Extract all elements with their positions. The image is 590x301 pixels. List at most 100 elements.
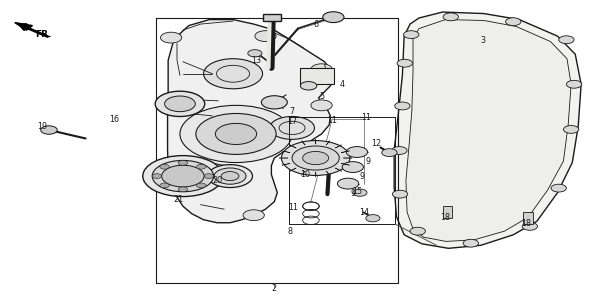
Circle shape bbox=[404, 31, 419, 39]
Polygon shape bbox=[341, 151, 349, 153]
Polygon shape bbox=[168, 20, 333, 223]
Polygon shape bbox=[301, 141, 305, 145]
Circle shape bbox=[337, 178, 359, 189]
Circle shape bbox=[311, 100, 332, 111]
Circle shape bbox=[303, 151, 329, 165]
Bar bbox=[300, 68, 334, 84]
Polygon shape bbox=[335, 168, 342, 171]
Polygon shape bbox=[301, 171, 305, 175]
Polygon shape bbox=[335, 145, 342, 148]
Text: 11: 11 bbox=[289, 203, 298, 212]
Text: 9: 9 bbox=[350, 189, 355, 198]
Circle shape bbox=[397, 59, 412, 67]
Bar bbox=[263, 14, 281, 21]
Circle shape bbox=[178, 160, 188, 165]
Circle shape bbox=[160, 32, 182, 43]
Circle shape bbox=[196, 113, 276, 154]
Text: 9: 9 bbox=[366, 157, 371, 166]
Text: 6: 6 bbox=[314, 20, 319, 29]
Text: 8: 8 bbox=[288, 227, 293, 236]
Circle shape bbox=[160, 183, 169, 188]
Text: 19: 19 bbox=[37, 122, 48, 131]
Polygon shape bbox=[290, 145, 296, 148]
Circle shape bbox=[261, 96, 287, 109]
Circle shape bbox=[292, 146, 339, 170]
Circle shape bbox=[155, 91, 205, 116]
Text: 7: 7 bbox=[290, 107, 294, 116]
Polygon shape bbox=[394, 12, 581, 248]
Text: 5: 5 bbox=[319, 92, 324, 101]
Text: 13: 13 bbox=[252, 56, 261, 65]
Circle shape bbox=[204, 174, 214, 178]
Circle shape bbox=[392, 190, 408, 198]
Circle shape bbox=[559, 36, 574, 44]
Circle shape bbox=[41, 126, 57, 134]
Text: 10: 10 bbox=[301, 170, 310, 179]
Circle shape bbox=[162, 165, 204, 187]
Text: 18: 18 bbox=[522, 219, 531, 228]
Circle shape bbox=[255, 31, 276, 42]
Polygon shape bbox=[326, 141, 330, 145]
Circle shape bbox=[196, 164, 206, 169]
Circle shape bbox=[178, 187, 188, 192]
Polygon shape bbox=[282, 151, 290, 153]
Text: 14: 14 bbox=[360, 208, 369, 217]
Circle shape bbox=[410, 227, 425, 235]
Circle shape bbox=[215, 123, 257, 144]
Text: 11: 11 bbox=[327, 116, 337, 125]
Circle shape bbox=[248, 50, 262, 57]
Circle shape bbox=[152, 160, 214, 192]
Circle shape bbox=[160, 164, 169, 169]
Circle shape bbox=[165, 96, 195, 112]
Circle shape bbox=[243, 210, 264, 221]
Text: 16: 16 bbox=[110, 115, 119, 124]
Bar bbox=[442, 206, 452, 218]
Circle shape bbox=[342, 162, 363, 172]
Circle shape bbox=[300, 82, 317, 90]
Polygon shape bbox=[341, 163, 349, 165]
Circle shape bbox=[323, 12, 344, 23]
Circle shape bbox=[395, 102, 410, 110]
Circle shape bbox=[463, 239, 478, 247]
Circle shape bbox=[353, 189, 367, 196]
Text: 11: 11 bbox=[361, 113, 371, 122]
Circle shape bbox=[522, 222, 537, 230]
Polygon shape bbox=[290, 168, 296, 171]
Circle shape bbox=[392, 147, 407, 154]
Text: 15: 15 bbox=[352, 187, 363, 196]
Circle shape bbox=[281, 141, 350, 175]
Polygon shape bbox=[406, 20, 571, 241]
Text: 20: 20 bbox=[212, 176, 222, 185]
Polygon shape bbox=[282, 163, 290, 165]
Text: 9: 9 bbox=[360, 172, 365, 182]
Text: 18: 18 bbox=[441, 213, 450, 222]
Circle shape bbox=[143, 156, 223, 197]
Circle shape bbox=[152, 174, 162, 178]
Circle shape bbox=[551, 184, 566, 192]
Circle shape bbox=[204, 59, 263, 89]
Text: 4: 4 bbox=[340, 80, 345, 89]
Circle shape bbox=[443, 13, 458, 21]
Circle shape bbox=[214, 168, 246, 184]
Circle shape bbox=[382, 149, 397, 157]
Bar bbox=[523, 212, 533, 224]
Text: 17: 17 bbox=[287, 116, 297, 126]
Circle shape bbox=[270, 116, 314, 139]
Text: FR.: FR. bbox=[35, 30, 52, 39]
Polygon shape bbox=[15, 23, 32, 30]
Text: 21: 21 bbox=[173, 195, 183, 204]
Text: 12: 12 bbox=[371, 139, 382, 148]
Circle shape bbox=[160, 178, 182, 189]
Circle shape bbox=[506, 18, 521, 26]
Polygon shape bbox=[326, 171, 330, 175]
Circle shape bbox=[366, 215, 380, 222]
Circle shape bbox=[311, 64, 332, 75]
Text: 2: 2 bbox=[272, 284, 277, 293]
Circle shape bbox=[563, 126, 579, 133]
Circle shape bbox=[346, 147, 368, 157]
Circle shape bbox=[221, 172, 239, 181]
Circle shape bbox=[196, 183, 206, 188]
Circle shape bbox=[180, 105, 292, 163]
Circle shape bbox=[208, 165, 253, 188]
Text: 3: 3 bbox=[480, 36, 485, 45]
